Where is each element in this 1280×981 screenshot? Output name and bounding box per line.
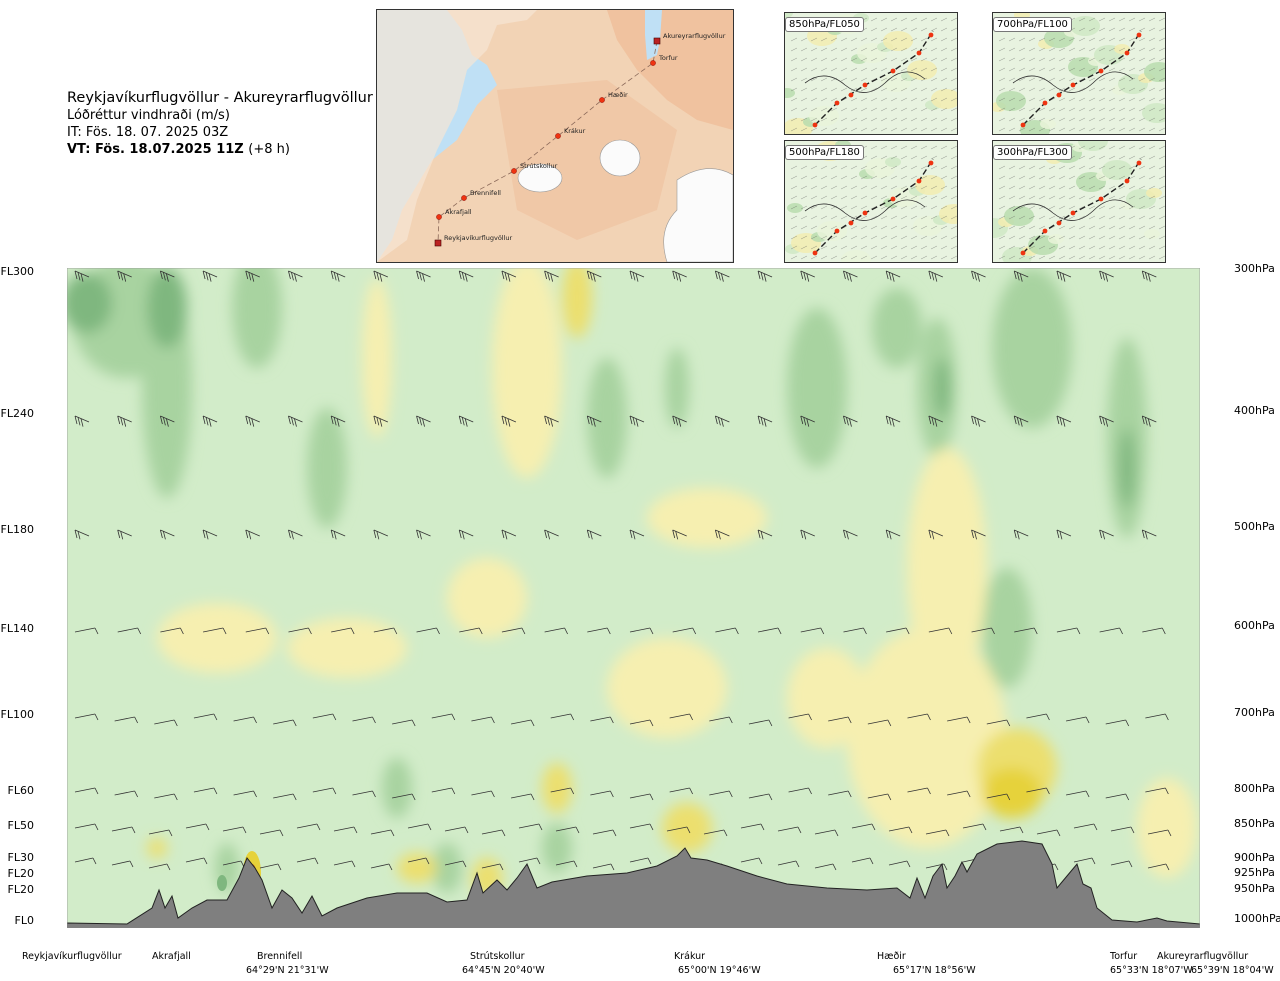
wind-barbs xyxy=(74,270,1172,871)
coord-strutskollur: 64°45'N 20°40'W xyxy=(462,965,545,976)
loc-haedir: Hæðir xyxy=(877,951,906,962)
panel-500hpa-map xyxy=(785,141,957,262)
hpa-label-500: 500hPa xyxy=(1234,520,1275,533)
hpa-label-950: 950hPa xyxy=(1234,882,1275,895)
panel-500hpa-title: 500hPa/FL180 xyxy=(785,145,864,160)
fl-label-240: FL240 xyxy=(0,407,34,420)
loc-torfur: Torfur xyxy=(1110,951,1138,962)
loc-strutskollur: Strútskollur xyxy=(470,951,525,962)
map-point-label: Akrafjall xyxy=(445,208,472,216)
panel-700hpa: 700hPa/FL100 xyxy=(992,12,1166,135)
coord-krakur: 65°00'N 19°46'W xyxy=(678,965,761,976)
variable-label: Lóðréttur vindhraði (m/s) xyxy=(67,108,230,123)
panel-500hpa: 500hPa/FL180 xyxy=(784,140,958,263)
map-point-label: Brennifell xyxy=(470,189,501,197)
map-point-2: Hæðir xyxy=(599,91,628,103)
terrain-profile xyxy=(67,840,1200,928)
panel-300hpa-map xyxy=(993,141,1165,262)
valid-time: VT: Fös. 18.07.2025 11Z (+8 h) xyxy=(67,141,373,158)
fl-label-20b: FL20 xyxy=(7,883,34,896)
map-point-0: Akureyrarflugvöllur xyxy=(653,32,726,45)
coord-torfur: 65°33'N 18°07'W xyxy=(1110,965,1193,976)
panel-300hpa-title: 300hPa/FL300 xyxy=(993,145,1072,160)
hpa-label-1000: 1000hPa xyxy=(1234,912,1280,925)
hpa-label-800: 800hPa xyxy=(1234,782,1275,795)
fl-label-100: FL100 xyxy=(0,708,34,721)
vertical-velocity-field xyxy=(67,268,1197,898)
hpa-label-700: 700hPa xyxy=(1234,706,1275,719)
map-point-label: Akureyrarflugvöllur xyxy=(663,32,726,40)
barb-row-2 xyxy=(74,529,1157,540)
issue-time: IT: Fös. 18. 07. 2025 03Z xyxy=(67,125,229,140)
map-point-7: Reykjavíkurflugvöllur xyxy=(434,234,513,247)
coord-brennifell: 64°29'N 21°31'W xyxy=(246,965,329,976)
panel-850hpa: 850hPa/FL050 xyxy=(784,12,958,135)
loc-krakur: Krákur xyxy=(674,951,706,962)
map-point-5: Brennifell xyxy=(461,189,501,201)
route-map-svg: Akureyrarflugvöllur Torfur Hæðir Krákur Strú… xyxy=(377,10,733,262)
hpa-label-300: 300hPa xyxy=(1234,262,1275,275)
map-route-overlay: Akureyrarflugvöllur Torfur Hæðir Krákur Strú… xyxy=(434,32,726,247)
fl-label-300: FL300 xyxy=(0,265,34,278)
map-point-label: Reykjavíkurflugvöllur xyxy=(444,234,513,242)
barb-row-1 xyxy=(74,415,1157,427)
map-point-label: Hæðir xyxy=(608,91,628,99)
map-point-label: Krákur xyxy=(564,127,586,135)
fl-label-180: FL180 xyxy=(0,523,34,536)
hpa-label-400: 400hPa xyxy=(1234,404,1275,417)
panel-300hpa: 300hPa/FL300 xyxy=(992,140,1166,263)
chart-title-block: Reykjavíkurflugvöllur - Akureyrarflugvöl… xyxy=(67,90,373,158)
map-point-4: Strútskollur xyxy=(511,162,558,174)
hpa-label-600: 600hPa xyxy=(1234,619,1275,632)
fl-label-20a: FL20 xyxy=(7,867,34,880)
cross-section-chart xyxy=(67,268,1200,928)
barb-row-5 xyxy=(74,787,1169,801)
loc-brennifell: Brennifell xyxy=(257,951,303,962)
fl-label-140: FL140 xyxy=(0,622,34,635)
fl-label-50: FL50 xyxy=(7,819,34,832)
barb-row-0 xyxy=(74,270,1157,282)
loc-reykjavik: Reykjavíkurflugvöllur xyxy=(22,951,122,962)
lead-time: (+8 h) xyxy=(248,142,290,157)
barb-row-3 xyxy=(74,627,1166,635)
fl-label-0: FL0 xyxy=(14,914,34,927)
panel-700hpa-map xyxy=(993,13,1165,134)
map-point-label: Strútskollur xyxy=(520,162,558,170)
map-point-3: Krákur xyxy=(555,127,586,139)
hpa-label-925: 925hPa xyxy=(1234,866,1275,879)
barb-row-6 xyxy=(74,823,1172,837)
loc-akureyri: Akureyrarflugvöllur xyxy=(1157,951,1249,962)
route-title: Reykjavíkurflugvöllur - Akureyrarflugvöl… xyxy=(67,90,373,106)
coord-haedir: 65°17'N 18°56'W xyxy=(893,965,976,976)
valid-time-text: VT: Fös. 18.07.2025 11Z xyxy=(67,142,244,157)
hpa-label-850: 850hPa xyxy=(1234,817,1275,830)
map-point-label: Torfur xyxy=(658,54,678,62)
coord-akureyri: 65°39'N 18°04'W xyxy=(1191,965,1274,976)
fl-label-30: FL30 xyxy=(7,851,34,864)
loc-akrafjall: Akrafjall xyxy=(152,951,191,962)
panel-850hpa-title: 850hPa/FL050 xyxy=(785,17,864,32)
route-map: Akureyrarflugvöllur Torfur Hæðir Krákur Strú… xyxy=(376,9,734,263)
panel-700hpa-title: 700hPa/FL100 xyxy=(993,17,1072,32)
barb-row-4 xyxy=(74,713,1169,727)
map-point-1: Torfur xyxy=(650,54,678,66)
map-point-6: Akrafjall xyxy=(436,208,472,220)
hpa-label-900: 900hPa xyxy=(1234,851,1275,864)
fl-label-60: FL60 xyxy=(7,784,34,797)
